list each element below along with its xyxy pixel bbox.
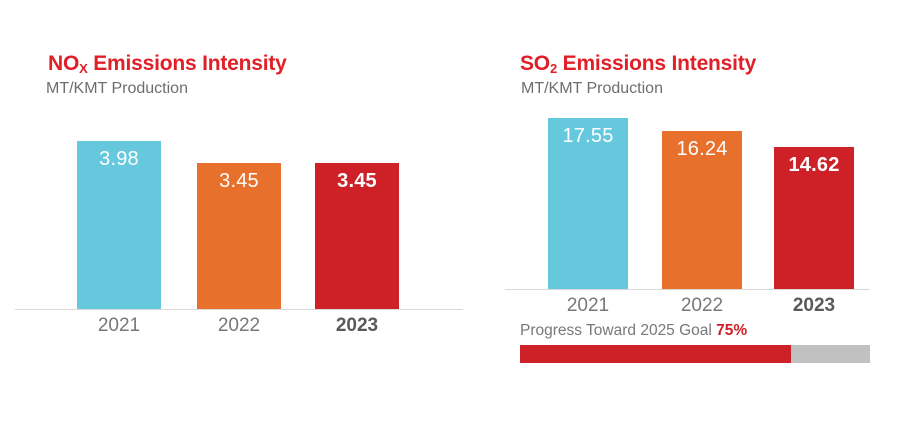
progress-goal-percent: 75%: [716, 322, 748, 339]
nox-bars-container: 3.98 3.45 3.45: [15, 45, 463, 310]
so2-emissions-chart: SO2 Emissions Intensity MT/KMT Productio…: [505, 45, 870, 375]
so2-title-base: SO: [520, 52, 550, 75]
progress-bar-fill: [520, 345, 792, 363]
so2-chart-title: SO2 Emissions Intensity: [520, 52, 757, 76]
so2-x-axis-line: [505, 289, 870, 290]
so2-title-subscript: 2: [549, 60, 557, 76]
x-axis-label-2022: 2022: [217, 315, 261, 336]
bar-value-label: 17.55: [562, 125, 614, 147]
progress-bar-track: [520, 345, 870, 363]
so2-title-rest: Emissions Intensity: [557, 52, 757, 75]
nox-emissions-chart: NOX Emissions Intensity MT/KMT Productio…: [15, 45, 463, 375]
nox-x-axis-line: [15, 309, 463, 310]
nox-title-subscript: X: [79, 60, 88, 76]
bar-value-label: 3.45: [337, 170, 377, 192]
bar-2023: 3.45: [315, 163, 399, 309]
progress-goal-text: Progress Toward 2025 Goal: [520, 322, 717, 339]
nox-chart-subtitle: MT/KMT Production: [46, 80, 188, 97]
x-axis-label-2022: 2022: [680, 295, 724, 316]
bar-2023: 14.62: [774, 147, 854, 289]
bar-value-label: 14.62: [788, 154, 840, 176]
x-axis-label-2023: 2023: [335, 315, 379, 336]
bar-2021: 17.55: [548, 118, 628, 289]
progress-goal-label: Progress Toward 2025 Goal 75%: [520, 322, 747, 340]
bar-value-label: 3.98: [99, 148, 139, 170]
so2-chart-subtitle: MT/KMT Production: [521, 80, 663, 97]
bar-2021: 3.98: [77, 141, 161, 309]
so2-bars-container: 17.55 16.24 14.62: [505, 45, 870, 290]
x-axis-label-2023: 2023: [792, 295, 836, 316]
nox-plot-area: 3.98 3.45 3.45: [15, 45, 463, 310]
nox-x-axis-labels: 2021 2022 2023: [15, 315, 463, 339]
bar-2022: 16.24: [662, 131, 742, 289]
bar-value-label: 16.24: [676, 138, 728, 160]
x-axis-label-2021: 2021: [566, 295, 610, 316]
so2-plot-area: 17.55 16.24 14.62: [505, 45, 870, 290]
bar-2022: 3.45: [197, 163, 281, 309]
nox-chart-title: NOX Emissions Intensity: [48, 52, 287, 76]
nox-title-rest: Emissions Intensity: [87, 52, 287, 75]
nox-title-base: NO: [48, 52, 80, 75]
bar-value-label: 3.45: [219, 170, 259, 192]
x-axis-label-2021: 2021: [97, 315, 141, 336]
so2-x-axis-labels: 2021 2022 2023: [505, 295, 870, 319]
